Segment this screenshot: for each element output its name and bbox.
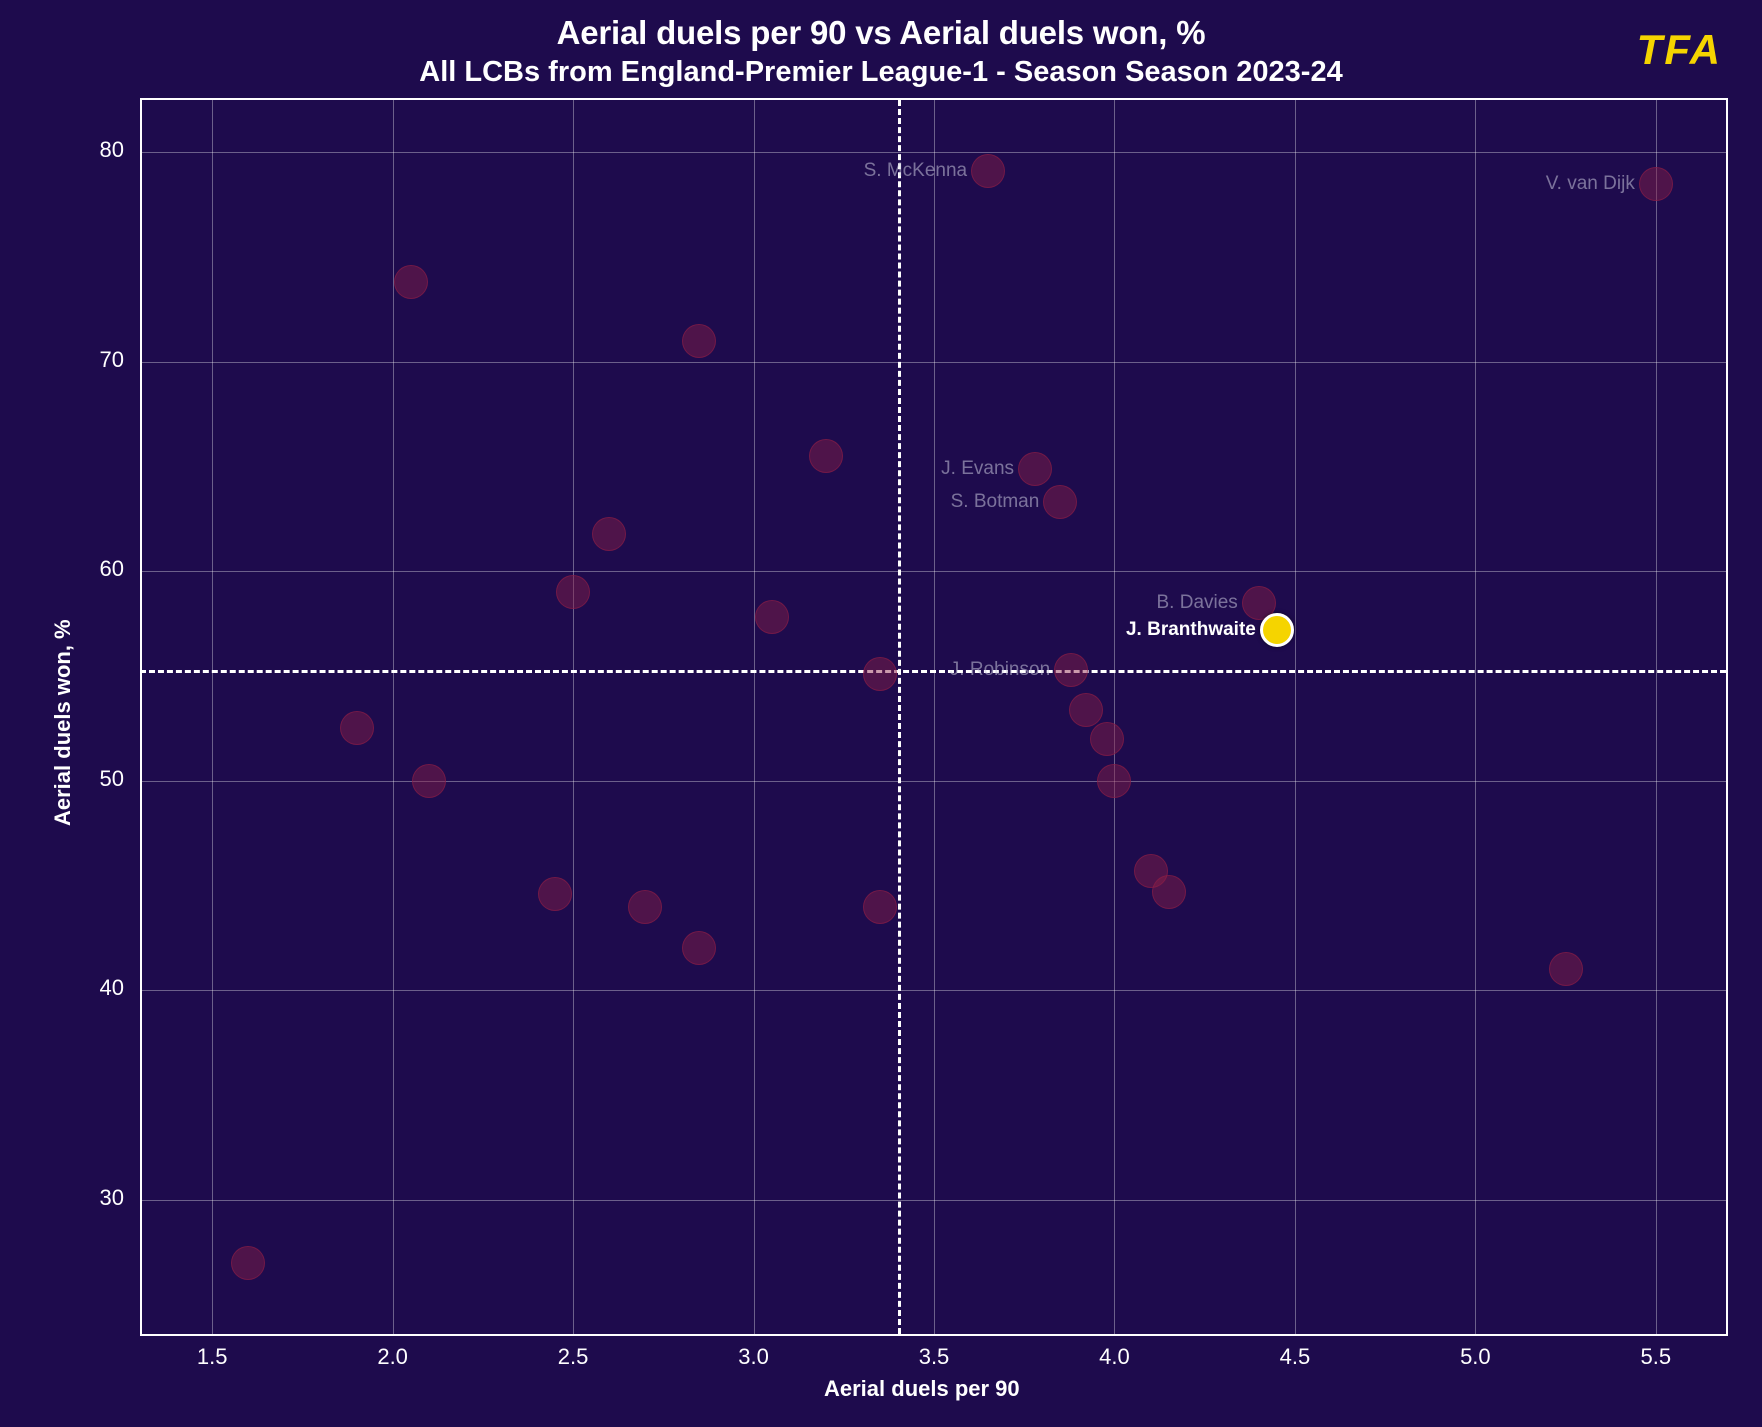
gridline-v	[1295, 100, 1296, 1334]
data-point	[1069, 693, 1103, 727]
data-point	[755, 600, 789, 634]
y-tick-label: 80	[84, 137, 124, 163]
x-axis-label: Aerial duels per 90	[824, 1376, 1020, 1402]
gridline-h	[140, 990, 1726, 991]
gridline-v	[1475, 100, 1476, 1334]
data-point	[863, 890, 897, 924]
y-tick-label: 40	[84, 975, 124, 1001]
gridline-h	[140, 1200, 1726, 1201]
data-point	[863, 657, 897, 691]
x-tick-label: 1.5	[197, 1344, 228, 1370]
data-point	[682, 324, 716, 358]
data-point	[1152, 875, 1186, 909]
x-tick-label: 4.0	[1099, 1344, 1130, 1370]
x-axis	[140, 1334, 1728, 1336]
point-label: B. Davies	[1157, 592, 1238, 614]
data-point	[1090, 722, 1124, 756]
data-point	[556, 575, 590, 609]
gridline-h	[140, 362, 1726, 363]
y-tick-label: 60	[84, 556, 124, 582]
point-label: S. Botman	[951, 491, 1040, 513]
gridline-v	[754, 100, 755, 1334]
data-point	[971, 154, 1005, 188]
data-point	[231, 1246, 265, 1280]
x-tick-label: 2.5	[558, 1344, 589, 1370]
data-point	[538, 877, 572, 911]
scatter-plot-area: S. McKenna J. Evans S. Botman J. Robinson B.…	[140, 98, 1728, 1334]
data-point	[340, 711, 374, 745]
y-axis-label: Aerial duels won, %	[50, 619, 76, 826]
data-point	[394, 265, 428, 299]
data-point	[628, 890, 662, 924]
gridline-v	[573, 100, 574, 1334]
y-tick-label: 50	[84, 766, 124, 792]
data-point	[682, 931, 716, 965]
chart-title: Aerial duels per 90 vs Aerial duels won,…	[0, 14, 1762, 52]
data-point	[1639, 167, 1673, 201]
x-tick-label: 3.5	[919, 1344, 950, 1370]
gridline-v	[1114, 100, 1115, 1334]
gridline-h	[140, 781, 1726, 782]
point-label: J. Evans	[941, 458, 1014, 480]
gridline-v	[1656, 100, 1657, 1334]
gridline-h	[140, 152, 1726, 153]
data-point	[1097, 764, 1131, 798]
x-tick-label: 3.0	[738, 1344, 769, 1370]
y-tick-label: 70	[84, 347, 124, 373]
chart-subtitle: All LCBs from England-Premier League-1 -…	[0, 56, 1762, 89]
y-tick-label: 30	[84, 1185, 124, 1211]
x-tick-label: 5.5	[1641, 1344, 1672, 1370]
highlighted-point	[1260, 613, 1294, 647]
data-point	[412, 764, 446, 798]
data-point	[592, 517, 626, 551]
point-label: V. van Dijk	[1546, 173, 1635, 195]
data-point	[1549, 952, 1583, 986]
point-label: J. Robinson	[950, 659, 1050, 681]
data-point	[1054, 653, 1088, 687]
y-reference-line	[140, 670, 1726, 673]
gridline-v	[212, 100, 213, 1334]
point-label: S. McKenna	[864, 160, 968, 182]
data-point	[1018, 452, 1052, 486]
point-label: J. Branthwaite	[1126, 619, 1256, 641]
tfa-logo: TFA	[1637, 26, 1722, 74]
y-axis	[140, 100, 142, 1336]
x-reference-line	[898, 100, 901, 1334]
x-tick-label: 4.5	[1280, 1344, 1311, 1370]
data-point	[1043, 485, 1077, 519]
gridline-v	[934, 100, 935, 1334]
title-block: Aerial duels per 90 vs Aerial duels won,…	[0, 14, 1762, 89]
data-point	[809, 439, 843, 473]
gridline-h	[140, 571, 1726, 572]
x-tick-label: 2.0	[377, 1344, 408, 1370]
x-tick-label: 5.0	[1460, 1344, 1491, 1370]
